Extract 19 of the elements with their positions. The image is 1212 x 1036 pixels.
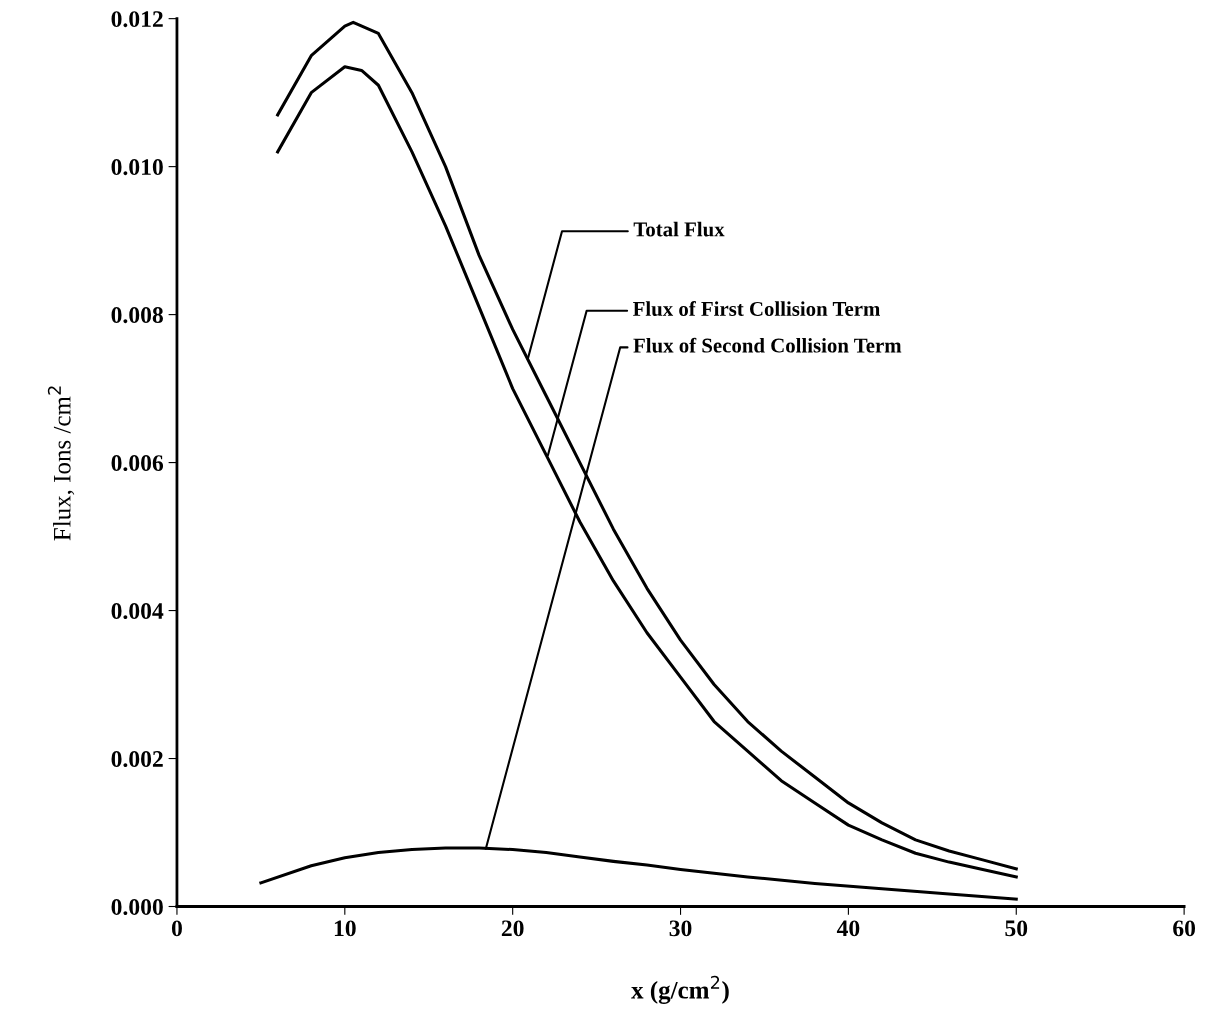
x-tick-label: 10 bbox=[334, 920, 356, 937]
y-tick-label: 0.006 bbox=[111, 455, 164, 472]
y-tick-label: 0.004 bbox=[111, 603, 164, 620]
x-tick-label: 50 bbox=[1005, 920, 1028, 937]
y-tick-label: 0.010 bbox=[111, 159, 163, 176]
y-tick-label: 0.002 bbox=[111, 751, 163, 768]
x-axis-title: x (g/cm$^{2}$) bbox=[631, 975, 729, 1004]
x-tick-label: 0 bbox=[171, 920, 182, 937]
annotation: Flux of First Collision Term bbox=[633, 301, 881, 316]
y-tick-label: 0.012 bbox=[111, 11, 163, 28]
y-axis-title: Flux, Ions /cm$^{2}$ bbox=[47, 386, 75, 541]
x-tick-label: 30 bbox=[669, 920, 692, 937]
x-tick-label: 60 bbox=[1173, 920, 1196, 937]
x-tick-label: 40 bbox=[836, 920, 860, 937]
annotation: Flux of Second Collision Term bbox=[633, 337, 902, 353]
annotation: Total Flux bbox=[633, 221, 725, 237]
y-tick-label: 0.000 bbox=[111, 898, 163, 916]
y-tick-label: 0.008 bbox=[111, 307, 163, 324]
x-tick-label: 20 bbox=[501, 920, 524, 937]
